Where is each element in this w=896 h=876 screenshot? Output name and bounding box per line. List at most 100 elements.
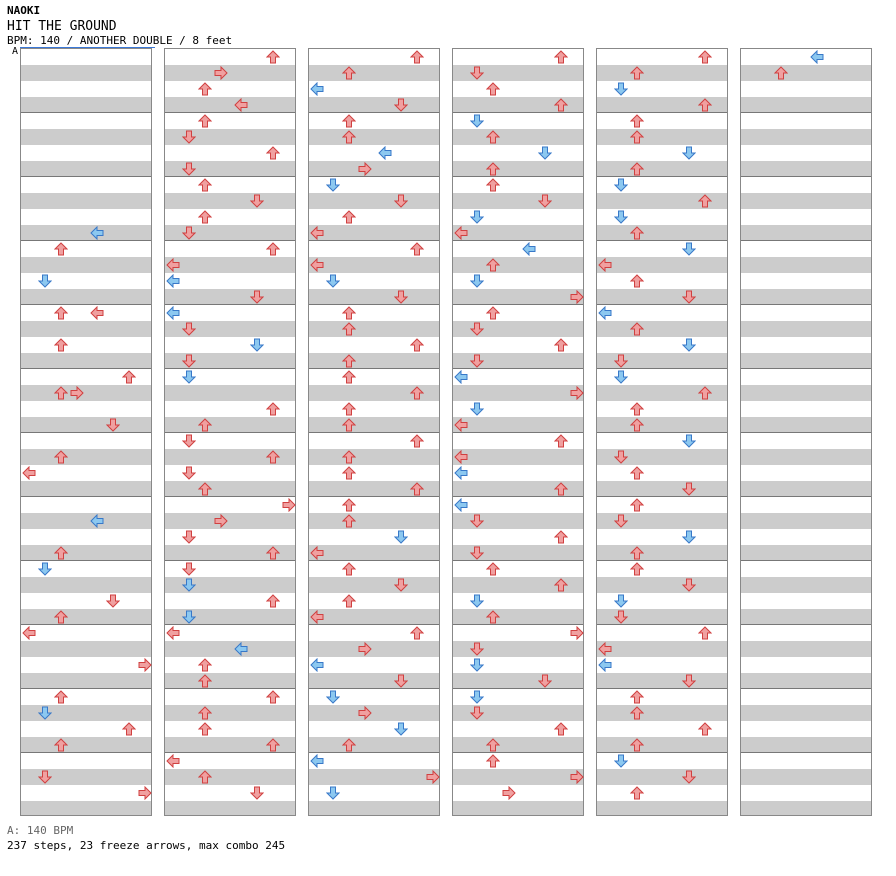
step-arrow-up <box>629 545 645 560</box>
step-arrow-down <box>393 97 409 112</box>
step-arrow-up <box>265 737 281 752</box>
step-arrow-left <box>378 145 392 161</box>
step-arrow-down <box>469 689 485 704</box>
step-arrow-up <box>121 721 137 736</box>
step-arrow-up <box>197 721 213 736</box>
step-arrow-down <box>37 769 53 784</box>
step-arrow-right <box>358 161 372 177</box>
step-arrow-up <box>197 673 213 688</box>
measure-line <box>453 368 583 369</box>
step-arrow-left <box>454 369 468 385</box>
step-arrow-right <box>426 769 440 785</box>
step-arrow-up <box>53 337 69 352</box>
step-arrow-down <box>469 113 485 128</box>
artist-name: NAOKI <box>7 4 41 17</box>
step-arrow-down <box>681 337 697 352</box>
step-arrow-up <box>629 129 645 144</box>
step-arrow-down <box>681 673 697 688</box>
measure-line <box>453 112 583 113</box>
step-arrow-up <box>629 401 645 416</box>
measure-line <box>309 560 439 561</box>
step-arrow-down <box>249 785 265 800</box>
step-arrow-up <box>629 321 645 336</box>
step-arrow-up <box>629 65 645 80</box>
chart-column <box>20 48 152 816</box>
step-arrow-up <box>341 353 357 368</box>
step-arrow-right <box>214 65 228 81</box>
step-arrow-up <box>341 113 357 128</box>
step-arrow-up <box>485 129 501 144</box>
measure-line <box>741 496 871 497</box>
measure-line <box>741 368 871 369</box>
chart-column <box>164 48 296 816</box>
step-arrow-left <box>22 625 36 641</box>
step-arrow-right <box>358 705 372 721</box>
measure-line <box>597 240 727 241</box>
measure-line <box>21 432 151 433</box>
step-arrow-down <box>537 145 553 160</box>
step-arrow-up <box>553 721 569 736</box>
measure-line <box>165 496 295 497</box>
step-arrow-left <box>522 241 536 257</box>
step-arrow-right <box>138 657 152 673</box>
step-arrow-right <box>70 385 84 401</box>
step-arrow-down <box>613 593 629 608</box>
step-arrow-down <box>681 145 697 160</box>
step-arrow-left <box>810 49 824 65</box>
measure-line <box>597 368 727 369</box>
chart-column <box>740 48 872 816</box>
step-arrow-up <box>697 193 713 208</box>
step-arrow-up <box>409 481 425 496</box>
step-arrow-up <box>409 625 425 640</box>
measure-line <box>453 624 583 625</box>
measure-line <box>21 624 151 625</box>
measure-line <box>165 112 295 113</box>
step-arrow-down <box>613 81 629 96</box>
step-arrow-down <box>469 353 485 368</box>
step-arrow-down <box>181 609 197 624</box>
measure-line <box>597 624 727 625</box>
step-arrow-down <box>681 577 697 592</box>
measure-line <box>309 176 439 177</box>
step-arrow-up <box>629 161 645 176</box>
step-arrow-down <box>181 465 197 480</box>
step-arrow-right <box>570 289 584 305</box>
step-arrow-up <box>265 401 281 416</box>
step-arrow-left <box>90 225 104 241</box>
step-arrow-down <box>393 289 409 304</box>
measure-line <box>597 560 727 561</box>
step-arrow-up <box>341 305 357 320</box>
measure-line <box>453 240 583 241</box>
step-arrow-up <box>629 113 645 128</box>
step-arrow-up <box>409 241 425 256</box>
step-arrow-down <box>681 481 697 496</box>
step-arrow-down <box>613 177 629 192</box>
step-arrow-down <box>681 241 697 256</box>
step-arrow-left <box>234 641 248 657</box>
step-arrow-left <box>454 465 468 481</box>
step-arrow-down <box>325 273 341 288</box>
measure-line <box>453 560 583 561</box>
step-arrow-up <box>341 369 357 384</box>
measure-line <box>597 176 727 177</box>
step-arrow-down <box>537 193 553 208</box>
measure-line <box>453 432 583 433</box>
measure-line <box>309 752 439 753</box>
step-arrow-left <box>166 257 180 273</box>
step-arrow-up <box>53 449 69 464</box>
step-arrow-down <box>249 289 265 304</box>
step-arrow-down <box>181 577 197 592</box>
step-arrow-up <box>197 769 213 784</box>
step-arrow-up <box>341 129 357 144</box>
measure-line <box>309 112 439 113</box>
step-arrow-up <box>265 545 281 560</box>
measure-line <box>165 176 295 177</box>
measure-line <box>309 432 439 433</box>
step-arrow-down <box>469 593 485 608</box>
step-arrow-down <box>393 721 409 736</box>
step-arrow-up <box>485 561 501 576</box>
step-arrow-down <box>37 273 53 288</box>
step-arrow-down <box>469 705 485 720</box>
step-arrow-up <box>629 785 645 800</box>
step-arrow-left <box>310 753 324 769</box>
